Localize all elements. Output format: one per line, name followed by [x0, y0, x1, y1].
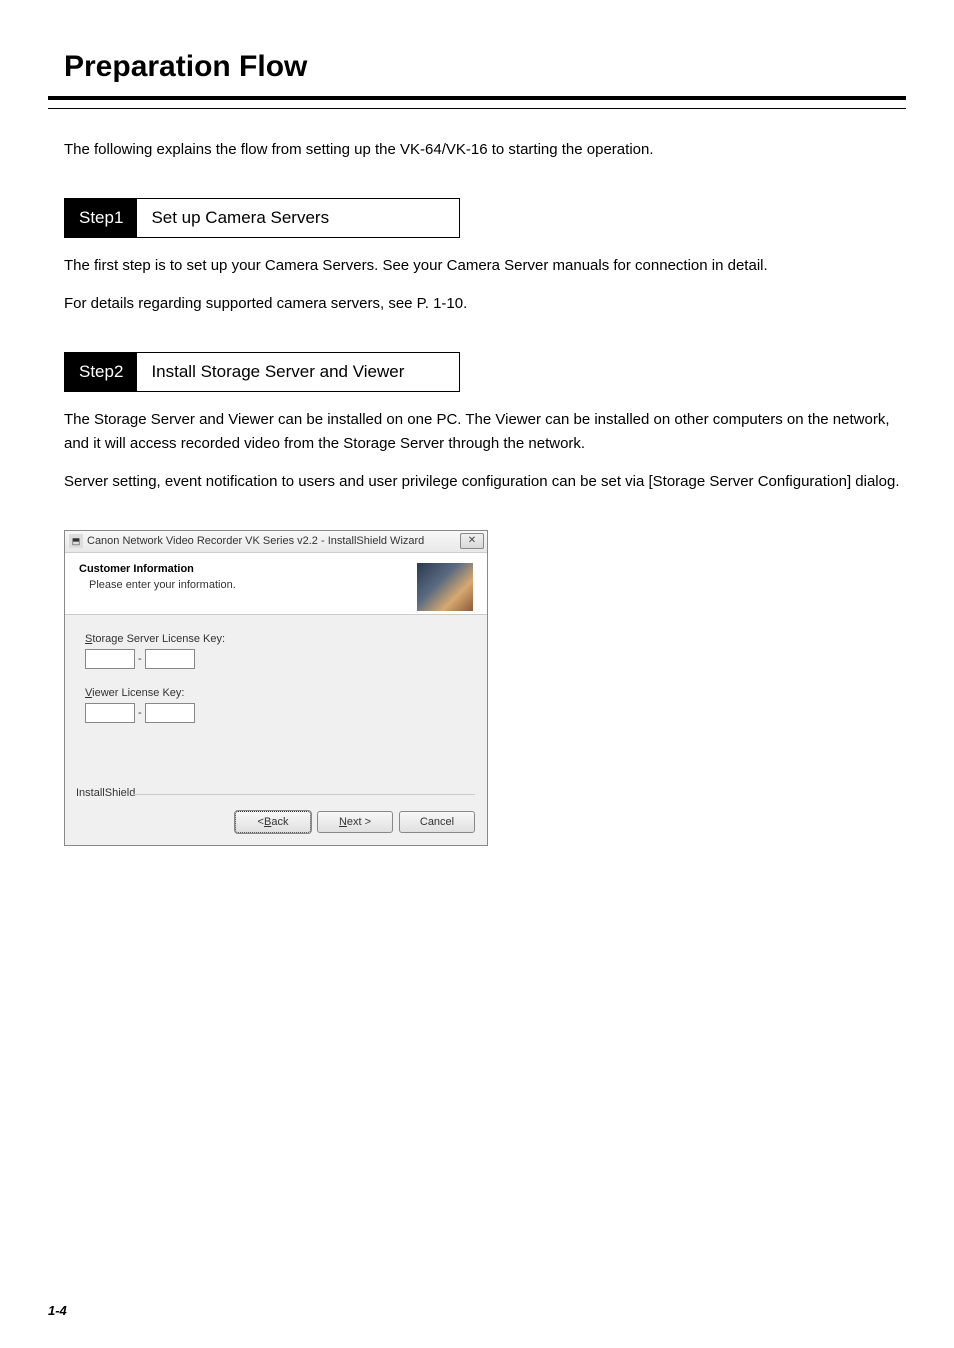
- close-button[interactable]: ✕: [460, 533, 484, 549]
- step2-body-2-post: ] dialog.: [847, 473, 900, 490]
- dialog-header-text: Customer Information Please enter your i…: [79, 563, 417, 591]
- step1-box: Step1 Set up Camera Servers: [64, 198, 460, 238]
- license-dash: -: [138, 653, 142, 665]
- dialog-title-text: Canon Network Video Recorder VK Series v…: [87, 535, 424, 547]
- intro-text: The following explains the flow from set…: [64, 139, 906, 162]
- dialog-body: Storage Server License Key: - Viewer Lic…: [65, 615, 487, 795]
- viewer-license-group: Viewer License Key: -: [85, 687, 467, 723]
- back-underline: B: [264, 816, 271, 828]
- dialog-titlebar[interactable]: ⬒ Canon Network Video Recorder VK Series…: [65, 531, 487, 553]
- back-button[interactable]: < Back: [235, 811, 311, 833]
- dialog-header-subtitle: Please enter your information.: [89, 579, 417, 591]
- step2-label: Step2: [65, 353, 137, 391]
- step2-body-2: Server setting, event notification to us…: [64, 470, 906, 494]
- page-number: 1-4: [48, 1303, 67, 1318]
- cancel-button[interactable]: Cancel: [399, 811, 475, 833]
- step2-box: Step2 Install Storage Server and Viewer: [64, 352, 460, 392]
- next-post: ext >: [347, 816, 371, 828]
- close-icon: ✕: [468, 535, 476, 546]
- title-rule-thin: [48, 108, 906, 109]
- back-post: ack: [271, 816, 288, 828]
- storage-label-rest: torage Server License Key:: [92, 633, 225, 645]
- step2-body-2-bold: Storage Server Configuration: [653, 473, 847, 490]
- step1-label: Step1: [65, 199, 137, 237]
- dialog-header: Customer Information Please enter your i…: [65, 553, 487, 615]
- installshield-label: InstallShield: [73, 787, 138, 799]
- next-underline: N: [339, 816, 347, 828]
- storage-license-group: Storage Server License Key: -: [85, 633, 467, 669]
- step1-body-2: For details regarding supported camera s…: [64, 292, 906, 316]
- dialog-header-image: [417, 563, 473, 611]
- step2-body-1: The Storage Server and Viewer can be ins…: [64, 408, 906, 456]
- viewer-key-input-1[interactable]: [85, 703, 135, 723]
- step1-body-1: The first step is to set up your Camera …: [64, 254, 906, 278]
- title-rule-thick: [48, 96, 906, 100]
- footer-divider: [133, 794, 475, 795]
- next-button[interactable]: Next >: [317, 811, 393, 833]
- viewer-label-rest: iewer License Key:: [92, 687, 184, 699]
- storage-license-inputs: -: [85, 649, 467, 669]
- step2-body-2-pre: Server setting, event notification to us…: [64, 473, 653, 490]
- step2-title: Install Storage Server and Viewer: [137, 353, 418, 391]
- storage-key-input-2[interactable]: [145, 649, 195, 669]
- storage-license-label: Storage Server License Key:: [85, 633, 467, 645]
- step1-title: Set up Camera Servers: [137, 199, 343, 237]
- install-dialog: ⬒ Canon Network Video Recorder VK Series…: [64, 530, 488, 846]
- storage-key-input-1[interactable]: [85, 649, 135, 669]
- dialog-buttons: < Back Next > Cancel: [77, 811, 475, 833]
- page-title: Preparation Flow: [64, 50, 906, 84]
- viewer-license-inputs: -: [85, 703, 467, 723]
- viewer-key-input-2[interactable]: [145, 703, 195, 723]
- installer-icon: ⬒: [69, 534, 83, 548]
- cancel-text: Cancel: [420, 816, 454, 828]
- dialog-footer: InstallShield < Back Next > Cancel: [65, 795, 487, 845]
- license-dash-2: -: [138, 707, 142, 719]
- viewer-license-label: Viewer License Key:: [85, 687, 467, 699]
- dialog-header-title: Customer Information: [79, 563, 417, 575]
